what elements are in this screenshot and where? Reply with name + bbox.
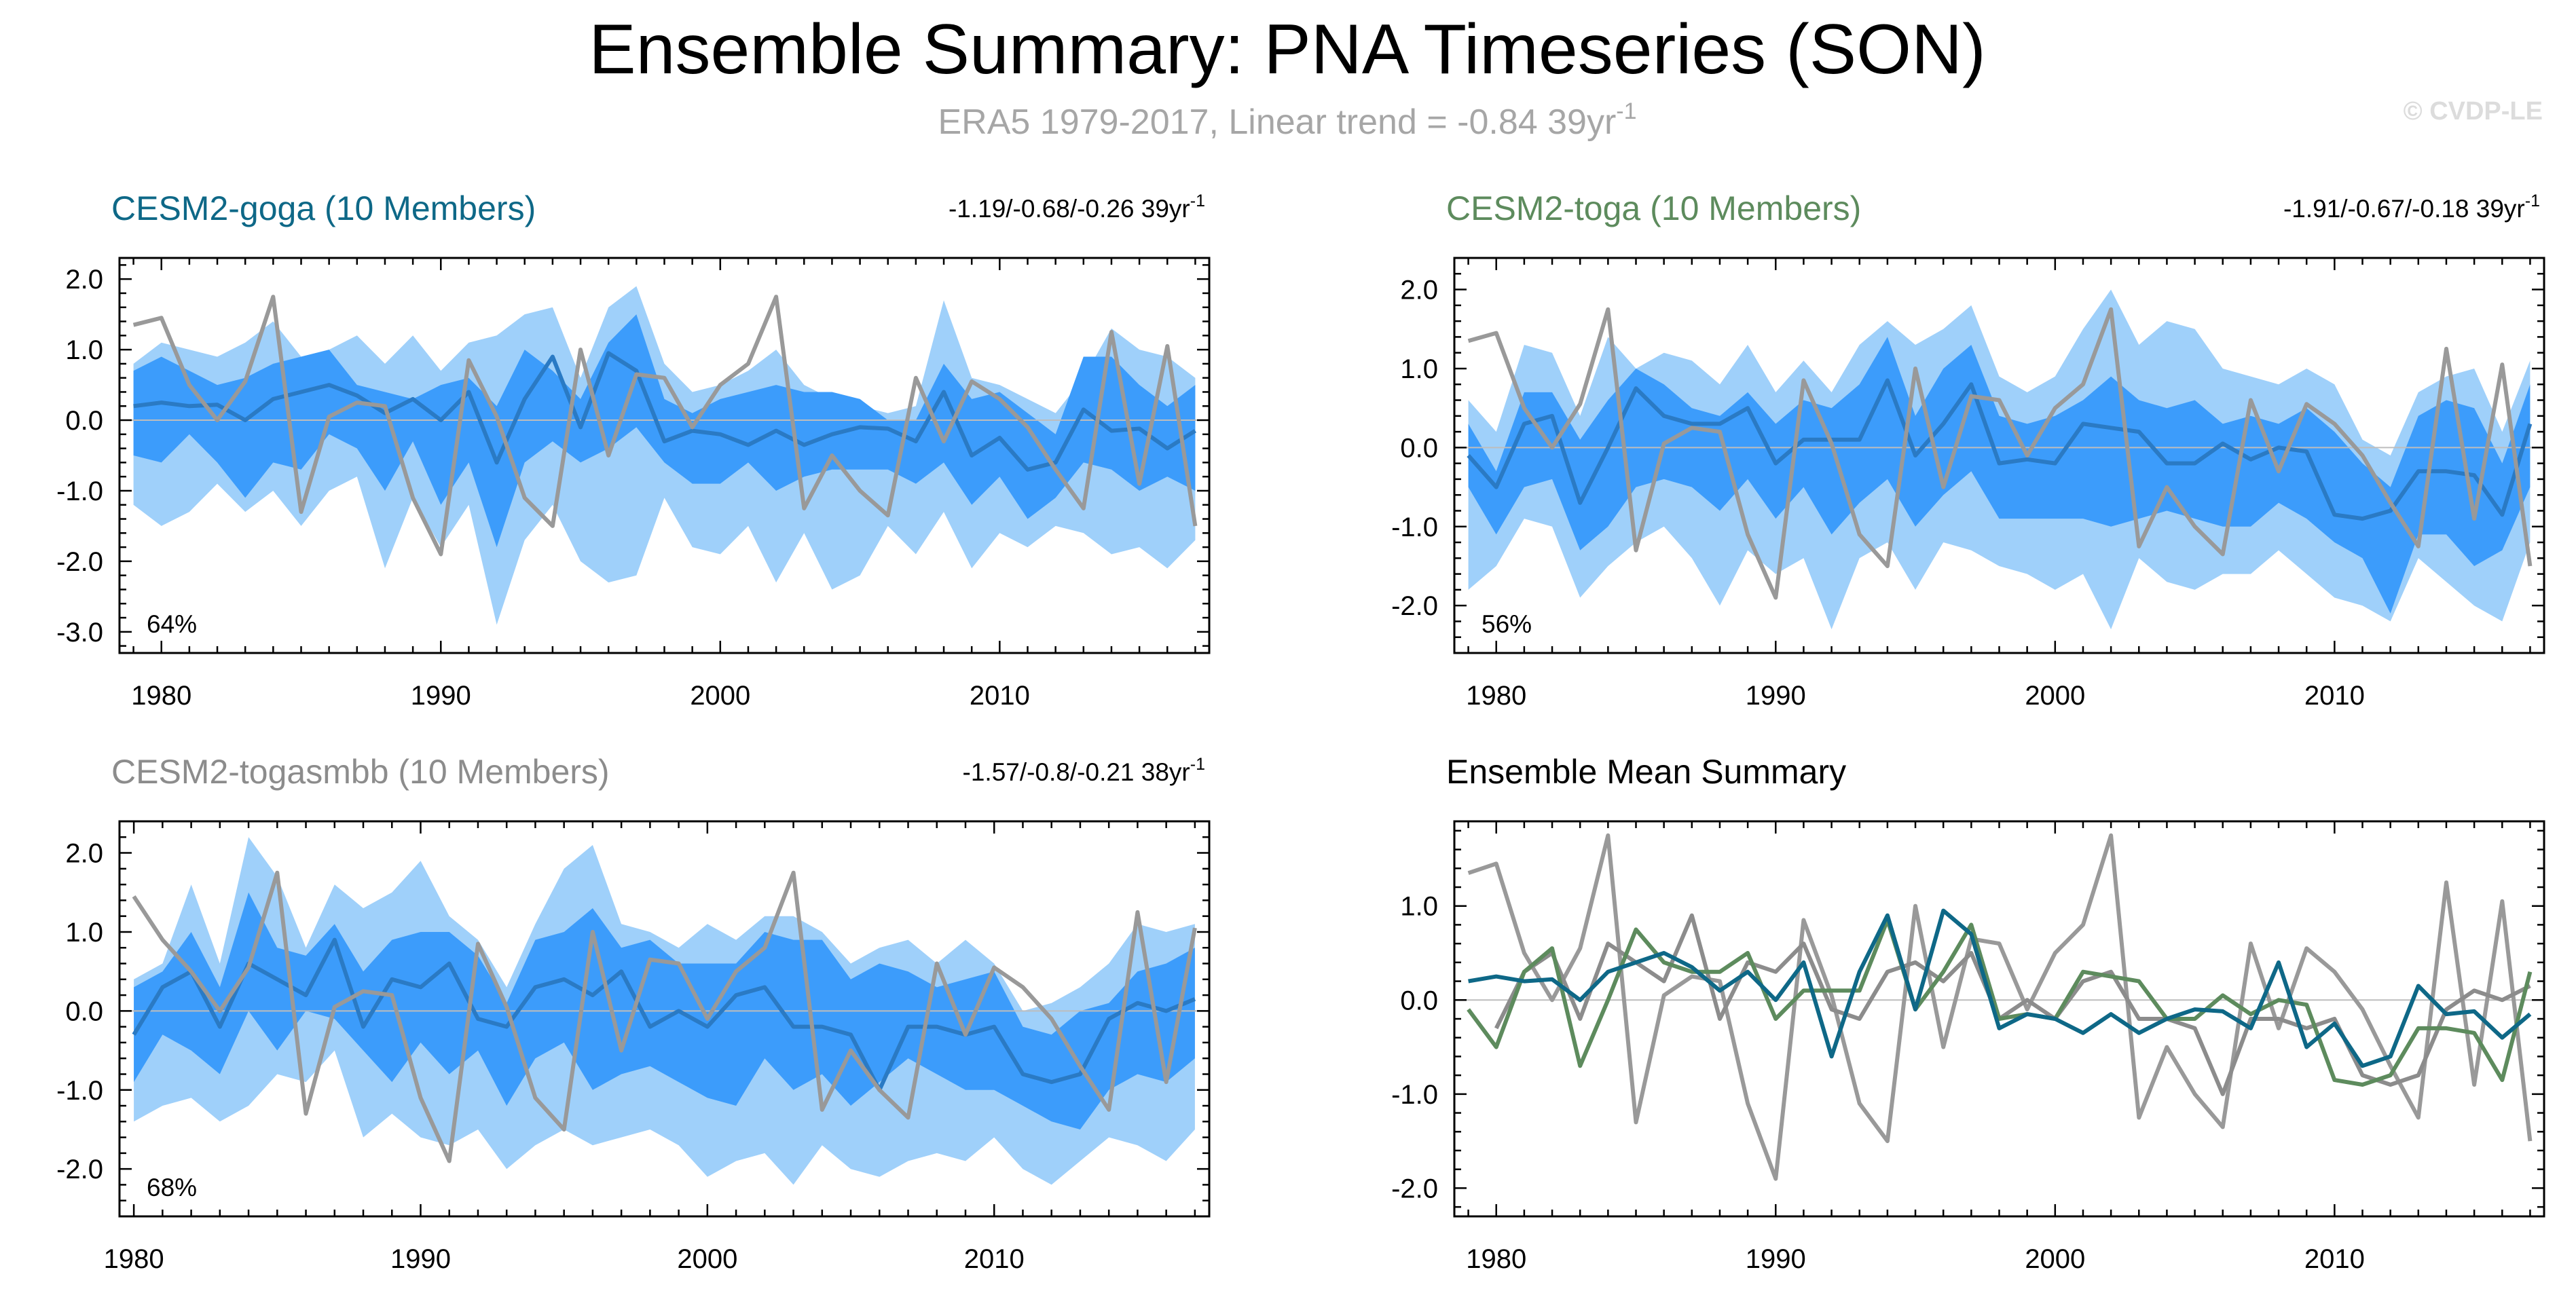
ensemble-mean-line	[1467, 378, 2533, 521]
x-tick-label: 2000	[2025, 681, 2085, 711]
y-tick-label: 0.0	[1400, 433, 1438, 463]
y-tick-label: 1.0	[1400, 354, 1438, 384]
observed-era5-line	[1467, 307, 2533, 600]
y-tick-label: 0.0	[1400, 986, 1438, 1015]
y-tick-label: -2.0	[56, 547, 103, 577]
trend-text: -1.57/-0.8/-0.21 38yr	[963, 758, 1190, 786]
series-line-goga	[1468, 908, 2532, 1068]
y-tick-label: -1.0	[56, 477, 103, 506]
series-line-toga	[1467, 918, 2533, 1087]
ensemble-mean-line	[133, 351, 1197, 472]
x-tick-label: 1980	[1466, 681, 1526, 711]
trend-superscript: -1	[1190, 755, 1205, 774]
panel-togasmbb: CESM2-togasmbb (10 Members) -1.57/-0.8/-0…	[56, 753, 1211, 1274]
credit-label: © CVDP-LE	[2404, 97, 2543, 126]
ensemble-spread-inner-band	[133, 314, 1196, 548]
y-tick-label: 1.0	[65, 335, 103, 365]
x-tick-label: 2010	[970, 681, 1030, 711]
series-line-obs	[1467, 833, 2533, 1181]
y-tick-label: -2.0	[1391, 591, 1438, 621]
trend-label: -1.57/-0.8/-0.21 38yr-1	[963, 755, 1205, 786]
y-tick-label: -2.0	[56, 1155, 103, 1184]
x-tick-label: 2010	[2304, 1244, 2365, 1274]
x-tick-label: 2000	[677, 1244, 737, 1274]
trend-text: -1.19/-0.68/-0.26 39yr	[949, 195, 1190, 223]
figure-title: Ensemble Summary: PNA Timeseries (SON)	[589, 10, 1985, 89]
trend-superscript: -1	[2525, 191, 2540, 210]
panel-goga: CESM2-goga (10 Members) -1.19/-0.68/-0.26…	[56, 189, 1211, 711]
panel-title: Ensemble Mean Summary	[1446, 753, 1846, 791]
subtitle-main: ERA5 1979-2017, Linear trend = -0.84 39y…	[938, 102, 1617, 142]
trend-superscript: -1	[1190, 191, 1205, 210]
x-tick-label: 2010	[2304, 681, 2365, 711]
y-tick-label: 1.0	[1400, 892, 1438, 922]
y-tick-label: 0.0	[65, 406, 103, 436]
x-tick-label: 1980	[1466, 1244, 1526, 1274]
panels: CESM2-goga (10 Members) -1.19/-0.68/-0.26…	[56, 189, 2545, 1274]
x-tick-label: 2010	[964, 1244, 1025, 1274]
x-tick-label: 2000	[690, 681, 750, 711]
panel-title: CESM2-goga (10 Members)	[111, 189, 536, 227]
y-tick-label: 2.0	[65, 265, 103, 295]
y-tick-label: 1.0	[65, 918, 103, 948]
panel-title: CESM2-toga (10 Members)	[1446, 189, 1861, 227]
x-tick-label: 2000	[2025, 1244, 2085, 1274]
x-tick-label: 1990	[1746, 681, 1806, 711]
y-tick-label: -2.0	[1391, 1174, 1438, 1203]
y-tick-label: -1.0	[56, 1076, 103, 1106]
x-tick-label: 1990	[1746, 1244, 1806, 1274]
y-tick-label: -1.0	[1391, 512, 1438, 542]
x-tick-label: 1990	[390, 1244, 451, 1274]
y-tick-label: 0.0	[65, 996, 103, 1026]
observed-era5-line	[132, 295, 1198, 557]
trend-label: -1.19/-0.68/-0.26 39yr-1	[949, 191, 1205, 223]
subtitle-superscript: -1	[1616, 98, 1636, 124]
trend-label: -1.91/-0.67/-0.18 39yr-1	[2283, 191, 2540, 223]
x-tick-label: 1990	[411, 681, 471, 711]
percent-label: 64%	[147, 610, 197, 638]
x-tick-label: 1980	[131, 681, 191, 711]
ensemble-spread-inner-band	[1468, 337, 2531, 614]
panel-toga: CESM2-toga (10 Members) -1.91/-0.67/-0.18…	[1391, 189, 2545, 711]
ensemble-mean-line	[132, 937, 1196, 1092]
y-tick-label: -1.0	[1391, 1080, 1438, 1110]
y-tick-label: 2.0	[65, 839, 103, 869]
observed-era5-line	[132, 870, 1197, 1163]
percent-label: 68%	[147, 1174, 197, 1201]
plot-frame	[118, 820, 1211, 1218]
panel-title: CESM2-togasmbb (10 Members)	[111, 753, 610, 791]
trend-text: -1.91/-0.67/-0.18 39yr	[2283, 195, 2525, 223]
percent-label: 56%	[1482, 610, 1532, 638]
y-tick-label: 2.0	[1400, 276, 1438, 305]
series-line-togasmbb	[1494, 913, 2531, 1096]
figure-subtitle: ERA5 1979-2017, Linear trend = -0.84 39y…	[938, 98, 1637, 142]
panel-summary: Ensemble Mean Summary 1.0 0.0 -1.0 -2.0 1980 1…	[1391, 753, 2545, 1274]
y-tick-label: -3.0	[56, 618, 103, 648]
x-tick-label: 1980	[104, 1244, 164, 1274]
